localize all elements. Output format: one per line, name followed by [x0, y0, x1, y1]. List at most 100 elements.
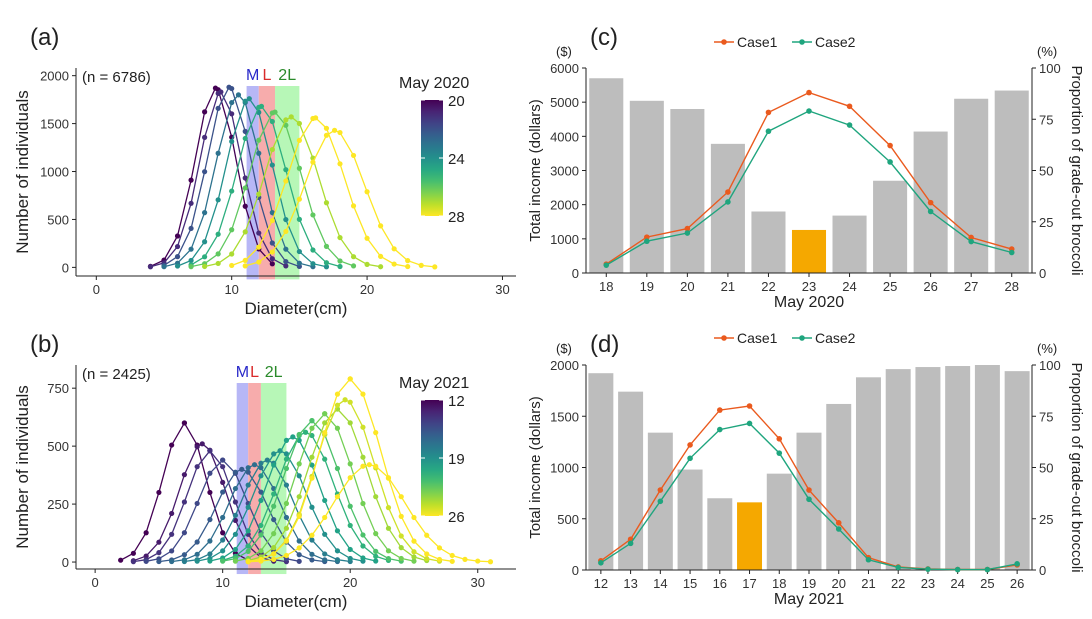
y-tick-label: 500	[557, 512, 579, 527]
distribution-point	[269, 146, 275, 153]
y-tick-label: 5000	[550, 95, 579, 110]
distribution-point	[271, 451, 277, 457]
sample-size-note: (n = 6786)	[82, 69, 151, 86]
panel-label: (d)	[590, 331, 619, 358]
income-point	[684, 230, 691, 236]
x-tick-label: 24	[842, 279, 856, 294]
distribution-point	[296, 260, 302, 266]
income-point	[627, 540, 634, 547]
band-m	[246, 86, 259, 280]
distribution-point	[271, 516, 277, 523]
distribution-point	[334, 548, 341, 554]
y-tick-label: 2000	[40, 69, 69, 84]
income-point	[806, 108, 812, 114]
distribution-point	[283, 437, 290, 443]
distribution-line	[120, 421, 249, 561]
grade-out-bar	[629, 100, 664, 273]
distribution-point	[156, 489, 162, 496]
distribution-point	[487, 559, 494, 565]
distribution-point	[258, 489, 264, 495]
distribution-point	[296, 552, 302, 558]
sample-size-note: (n = 2425)	[82, 366, 151, 383]
distribution-point	[350, 152, 357, 159]
x-tick-label: 21	[721, 279, 735, 294]
distribution-point	[118, 557, 124, 563]
distribution-point	[310, 261, 316, 267]
y-tick-label: 2000	[550, 358, 579, 373]
x-tick-label: 20	[343, 575, 357, 590]
grade-out-bar	[670, 109, 705, 273]
income-point	[657, 487, 664, 493]
grade-out-bar	[855, 377, 881, 570]
distribution-point	[181, 420, 188, 426]
distribution-point	[360, 463, 366, 469]
distribution-point	[181, 558, 188, 565]
distribution-point	[350, 203, 357, 209]
distribution-point	[269, 118, 275, 125]
distribution-point	[322, 420, 328, 426]
distribution-point	[322, 557, 328, 563]
income-point	[984, 566, 991, 573]
x-tick-label: 28	[1004, 279, 1018, 294]
y-tick-label: 1000	[550, 461, 579, 476]
distribution-point	[229, 111, 235, 117]
distribution-point	[334, 528, 341, 534]
distribution-point	[398, 555, 404, 562]
income-point	[1008, 249, 1015, 256]
distribution-point	[194, 464, 200, 470]
income-point	[644, 234, 650, 240]
x-tick-label: 30	[471, 575, 485, 590]
grade-out-bar	[954, 98, 989, 273]
distribution-point	[194, 551, 200, 557]
income-panel: (d) 0 500 1000 1500 2000 0 25 50 75 100 12 13 14 15 16 1…	[527, 330, 1085, 608]
y-axis-title: Number of individuals	[13, 90, 32, 253]
distribution-point	[207, 551, 213, 557]
x-tick-label: 0	[92, 575, 99, 590]
grade-out-bar	[994, 90, 1029, 273]
x-tick-label: 30	[495, 282, 509, 297]
distribution-point	[202, 263, 208, 270]
income-point	[765, 128, 772, 135]
distribution-point	[347, 461, 353, 467]
distribution-point	[181, 530, 188, 536]
distribution-point	[424, 556, 430, 562]
distribution-point	[215, 231, 221, 237]
distribution-point	[296, 558, 302, 564]
distribution-point	[271, 531, 277, 537]
x-tick-label: 16	[713, 576, 727, 591]
distribution-point	[296, 461, 302, 467]
distribution-point	[202, 239, 208, 245]
x-tick-label: 26	[1010, 576, 1024, 591]
distribution-point	[130, 550, 136, 556]
distribution-point	[147, 264, 154, 270]
distribution-point	[156, 539, 162, 545]
income-point	[776, 436, 783, 442]
distribution-point	[322, 456, 328, 462]
distribution-point	[364, 189, 370, 195]
distribution-point	[271, 503, 277, 509]
income-point	[887, 142, 893, 149]
distribution-point	[174, 243, 181, 250]
distribution-point	[258, 548, 264, 554]
distribution-point	[405, 258, 411, 264]
band-m-label: M	[236, 364, 249, 381]
distribution-point	[323, 125, 330, 131]
y-tick-label: 0	[572, 266, 579, 281]
distribution-point	[309, 504, 315, 510]
y-right-tick-label: 50	[1039, 164, 1053, 179]
y-tick-label: 0	[572, 563, 579, 578]
y-right-tick-label: 50	[1039, 461, 1053, 476]
distribution-point	[347, 376, 353, 382]
distribution-point	[323, 260, 330, 266]
distribution-point	[188, 264, 194, 270]
x-tick-label: 22	[891, 576, 905, 591]
distribution-point	[271, 556, 277, 562]
income-point	[603, 262, 610, 268]
distribution-point	[269, 210, 275, 216]
income-point	[598, 560, 604, 566]
percent-unit-label: (%)	[1037, 44, 1057, 59]
distribution-point	[269, 256, 275, 262]
distribution-point	[283, 216, 289, 223]
income-point	[968, 234, 974, 241]
